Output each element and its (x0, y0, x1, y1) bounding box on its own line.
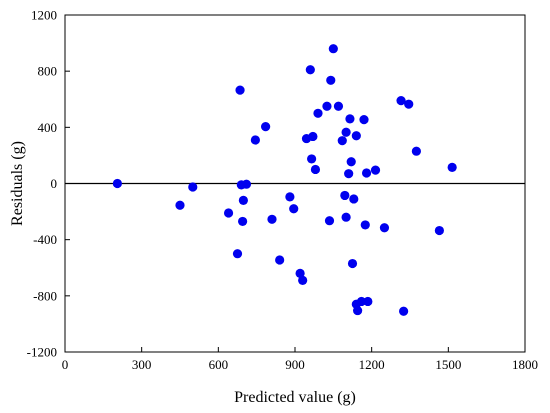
data-point-41 (356, 296, 367, 307)
y-tick-label: 400 (38, 120, 58, 135)
y-tick-label: -400 (33, 232, 57, 247)
data-point-10 (250, 135, 260, 145)
data-point-15 (289, 204, 299, 214)
data-point-14 (285, 192, 295, 202)
data-point-45 (363, 296, 373, 307)
data-point-53 (447, 162, 457, 172)
data-point-20 (307, 154, 317, 164)
data-point-42 (359, 115, 369, 125)
data-points (112, 44, 457, 316)
y-tick-label: -800 (33, 288, 57, 303)
data-point-23 (313, 108, 323, 118)
data-point-2 (188, 182, 198, 192)
y-tick-label: -1200 (27, 345, 57, 360)
data-point-5 (235, 85, 245, 95)
x-tick-label: 300 (132, 357, 152, 372)
data-point-30 (340, 190, 350, 201)
data-point-44 (361, 168, 372, 178)
data-point-49 (399, 306, 409, 316)
data-point-32 (341, 127, 351, 137)
x-axis-title: Predicted value (g) (234, 389, 356, 406)
data-point-21 (308, 131, 318, 142)
data-point-31 (341, 212, 351, 222)
data-point-50 (404, 99, 414, 109)
data-point-24 (322, 101, 332, 111)
y-tick-label: 0 (51, 176, 58, 191)
x-tick-label: 1800 (512, 357, 538, 372)
data-point-43 (360, 220, 370, 230)
data-point-40 (353, 305, 363, 316)
y-tick-label: 800 (38, 64, 58, 79)
data-point-36 (347, 258, 358, 269)
data-point-17 (298, 275, 308, 285)
data-point-37 (349, 194, 359, 204)
x-tick-label: 600 (209, 357, 229, 372)
data-point-38 (351, 131, 361, 141)
x-tick-label: 900 (285, 357, 305, 372)
data-point-29 (337, 136, 347, 146)
data-point-52 (434, 225, 444, 236)
data-point-1 (175, 200, 185, 210)
axis-ticks: 0 300 600 900 1200 1500 1800 1200 800 400 0 -400 -80… (27, 8, 538, 373)
data-point-51 (411, 146, 421, 156)
data-point-11 (261, 122, 271, 132)
data-point-13 (275, 255, 285, 265)
y-axis-title: Residuals (g) (9, 141, 26, 226)
data-point-9 (241, 179, 252, 189)
data-point-34 (345, 114, 355, 124)
data-point-12 (267, 214, 277, 224)
x-tick-label: 1200 (359, 357, 385, 372)
data-point-28 (333, 101, 344, 111)
data-point-4 (232, 249, 243, 259)
data-point-3 (223, 208, 234, 218)
data-point-0 (112, 178, 122, 189)
x-tick-label: 0 (62, 357, 69, 372)
data-point-46 (370, 165, 381, 175)
data-point-7 (238, 216, 248, 227)
data-point-27 (328, 44, 338, 54)
data-point-16 (295, 268, 305, 278)
data-point-22 (310, 164, 321, 175)
data-point-33 (344, 169, 354, 179)
data-point-25 (324, 216, 335, 226)
data-point-48 (396, 96, 406, 106)
data-point-47 (379, 223, 390, 233)
data-point-8 (238, 195, 248, 205)
data-point-26 (326, 75, 336, 85)
x-tick-label: 1500 (435, 357, 461, 372)
data-point-35 (346, 157, 356, 167)
data-point-19 (305, 65, 315, 75)
y-tick-label: 1200 (31, 8, 57, 23)
